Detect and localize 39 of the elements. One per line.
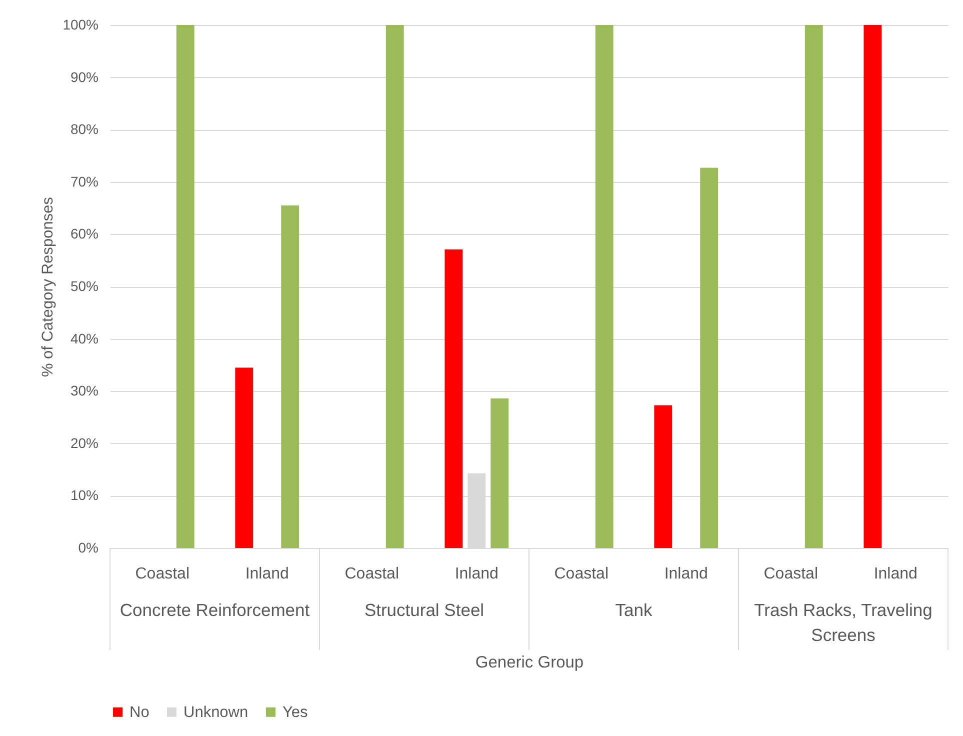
x-tick-label: Inland	[664, 566, 708, 582]
text: Trash Racks, Traveling Screens	[754, 600, 932, 645]
bar	[386, 25, 404, 548]
text: Structural Steel	[364, 600, 484, 620]
y-tick-label: 10%	[70, 487, 98, 504]
y-tick-label: 70%	[70, 173, 98, 190]
x-axis-title: Generic Group	[475, 654, 584, 672]
bar	[490, 398, 509, 548]
bar	[176, 25, 194, 548]
y-axis-title: % of Category Responses	[40, 196, 57, 378]
bar	[700, 168, 718, 548]
x-tick-label: Coastal	[135, 566, 190, 582]
legend-label: Yes	[282, 704, 308, 722]
x-tick-label: Coastal	[764, 566, 818, 582]
y-tick-label: 50%	[70, 278, 98, 294]
bar	[864, 25, 882, 548]
x-tick-label: Inland	[245, 566, 289, 582]
y-tick-label: 0%	[78, 540, 98, 556]
text: Tank	[615, 600, 652, 620]
text: Concrete Reinforcement	[120, 600, 310, 620]
legend-label: Unknown	[184, 704, 248, 722]
x-tick-label: Inland	[454, 566, 498, 582]
x-tick-label: Coastal	[344, 566, 399, 582]
bar	[281, 205, 300, 548]
bar	[654, 405, 672, 548]
bar	[235, 368, 254, 548]
bar	[804, 25, 823, 548]
y-tick-label: 60%	[70, 226, 98, 242]
x-tick-label: Coastal	[554, 566, 608, 582]
x-tick-label: Inland	[874, 566, 918, 582]
y-tick-label: 100%	[62, 16, 98, 32]
y-tick-label: 20%	[70, 434, 98, 451]
bar	[444, 249, 463, 548]
y-tick-label: 40%	[70, 330, 98, 346]
y-tick-label: 90%	[70, 68, 98, 85]
y-tick-label: 30%	[70, 382, 98, 399]
legend-label: No	[130, 704, 150, 722]
bar	[595, 25, 614, 548]
y-tick-label: 80%	[70, 121, 98, 138]
